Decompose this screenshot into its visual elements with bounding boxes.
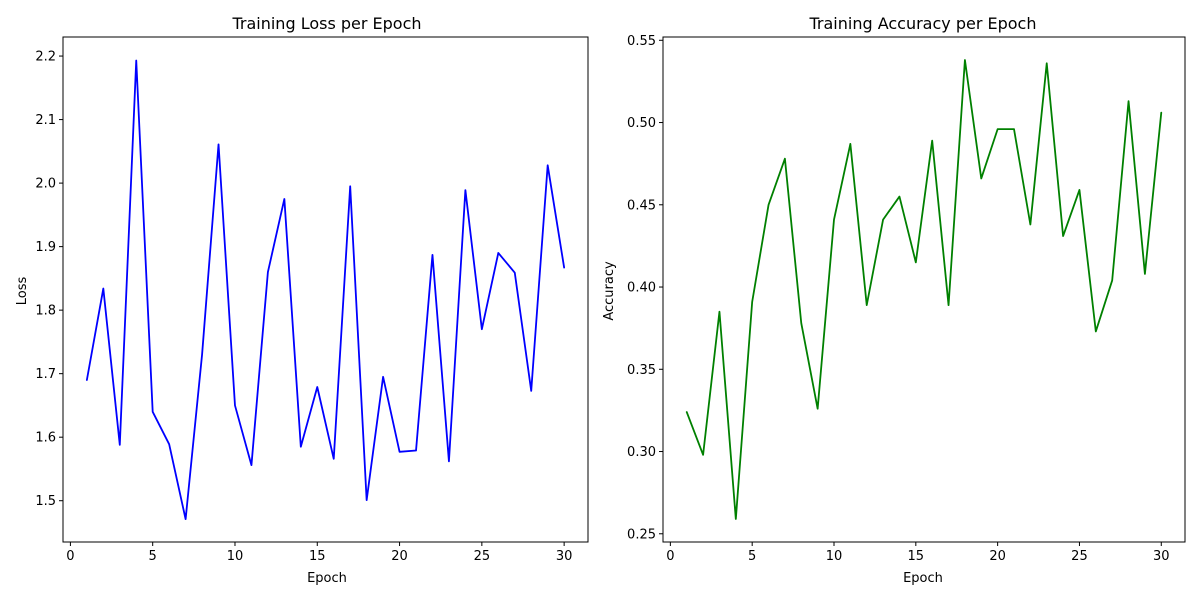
accuracy-xtick-label: 30 xyxy=(1153,549,1170,564)
loss-ytick-label: 1.6 xyxy=(35,431,56,446)
loss-ytick-label: 1.9 xyxy=(35,240,56,255)
loss-xtick-label: 0 xyxy=(66,549,74,564)
accuracy-xtick-label: 15 xyxy=(908,549,925,564)
accuracy-series-line xyxy=(685,59,1163,520)
accuracy-ytick-label: 0.35 xyxy=(627,363,656,378)
accuracy-ytick-label: 0.25 xyxy=(627,527,656,542)
loss-ytick-label: 2.0 xyxy=(35,177,56,192)
accuracy-xtick-label: 0 xyxy=(666,549,674,564)
loss-chart-xlabel: Epoch xyxy=(307,571,347,586)
accuracy-xtick-label: 5 xyxy=(748,549,756,564)
loss-xtick-label: 30 xyxy=(556,549,573,564)
loss-ytick-label: 1.8 xyxy=(35,304,56,319)
accuracy-ytick-label: 0.45 xyxy=(627,198,656,213)
loss-xtick-label: 25 xyxy=(474,549,491,564)
accuracy-chart-xlabel: Epoch xyxy=(903,571,943,586)
loss-xtick-label: 20 xyxy=(391,549,408,564)
loss-ytick-label: 1.7 xyxy=(35,367,56,382)
accuracy-chart-frame xyxy=(662,36,1186,543)
loss-chart-ticks: 0 5 10 15 20 25 30 1.5 1.6 1.7 1.8 1.9 2.0 2.1 2.2 xyxy=(35,50,572,564)
accuracy-chart-title: Training Accuracy per Epoch xyxy=(808,14,1036,33)
loss-series-line xyxy=(85,59,566,521)
loss-chart-title: Training Loss per Epoch xyxy=(231,14,421,33)
accuracy-xtick-label: 20 xyxy=(989,549,1006,564)
accuracy-chart: Training Accuracy per Epoch Epoch Accura… xyxy=(602,14,1186,586)
loss-chart-ylabel: Loss xyxy=(15,277,30,306)
accuracy-ytick-label: 0.50 xyxy=(627,116,656,131)
loss-ytick-label: 2.2 xyxy=(35,50,56,65)
loss-xtick-label: 10 xyxy=(227,549,244,564)
loss-chart-series xyxy=(85,59,566,521)
loss-xtick-label: 5 xyxy=(149,549,157,564)
loss-chart: Training Loss per Epoch Epoch Loss 0 5 10 1… xyxy=(15,14,589,586)
loss-ytick-label: 1.5 xyxy=(35,494,56,509)
accuracy-xtick-label: 10 xyxy=(826,549,843,564)
accuracy-xtick-label: 25 xyxy=(1071,549,1088,564)
accuracy-chart-series xyxy=(685,59,1163,520)
accuracy-chart-ticks: 0 5 10 15 20 25 30 0.25 0.30 0.35 0.40 0.45 0.50 0.55 xyxy=(627,34,1169,564)
accuracy-ytick-label: 0.40 xyxy=(627,281,656,296)
loss-ytick-label: 2.1 xyxy=(35,113,56,128)
accuracy-chart-ylabel: Accuracy xyxy=(602,261,617,321)
accuracy-ytick-label: 0.30 xyxy=(627,445,656,460)
loss-xtick-label: 15 xyxy=(309,549,326,564)
accuracy-ytick-label: 0.55 xyxy=(627,34,656,49)
loss-chart-frame xyxy=(62,36,589,543)
